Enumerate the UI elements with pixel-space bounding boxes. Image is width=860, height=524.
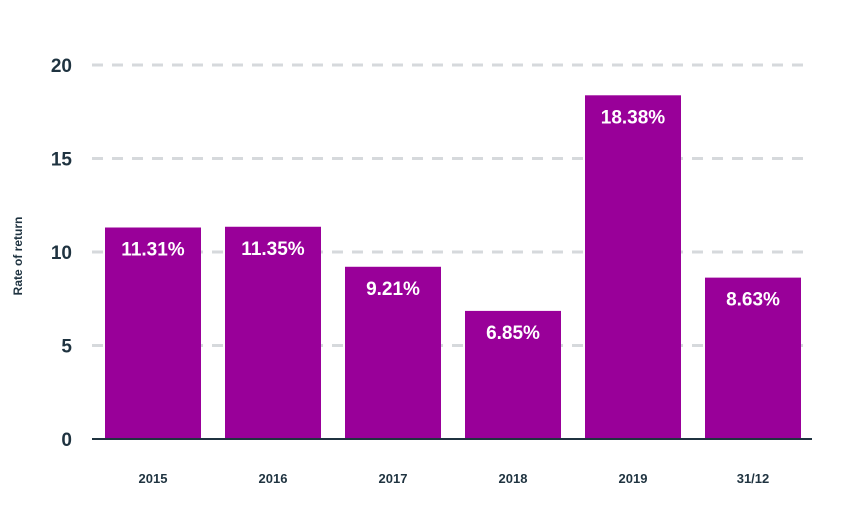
x-tick-label-2019: 2019 — [619, 471, 648, 486]
y-tick-label-10: 10 — [51, 243, 72, 264]
bar-2016 — [225, 226, 321, 439]
bar-2018 — [465, 310, 561, 439]
bars — [105, 95, 801, 439]
y-tick-label-0: 0 — [61, 430, 72, 451]
bar-2015 — [105, 227, 201, 439]
x-tick-label-31-12: 31/12 — [737, 471, 770, 486]
y-tick-label-15: 15 — [51, 150, 73, 171]
y-axis-title: Rate of return — [11, 217, 25, 296]
x-tick-label-2017: 2017 — [379, 471, 408, 486]
y-tick-label-5: 5 — [61, 337, 72, 358]
x-tick-label-2015: 2015 — [139, 471, 168, 486]
y-axis-ticks: 0 5 10 15 20 — [51, 56, 73, 451]
x-axis-ticks: 2015 2016 2017 2018 2019 31/12 — [139, 471, 770, 486]
data-label-2015: 11.31% — [121, 240, 184, 261]
data-label-2019: 18.38% — [601, 107, 666, 128]
data-label-2018: 6.85% — [486, 323, 540, 344]
bar-2019 — [585, 95, 681, 439]
x-tick-label-2016: 2016 — [259, 471, 288, 486]
data-label-31-12: 8.63% — [726, 290, 780, 311]
y-tick-label-20: 20 — [51, 56, 72, 77]
bar-2017 — [345, 266, 441, 439]
x-tick-label-2018: 2018 — [499, 471, 528, 486]
data-label-2017: 9.21% — [366, 279, 420, 300]
data-label-2016: 11.35% — [241, 239, 304, 260]
gridlines — [92, 63, 812, 347]
bar-31-12 — [705, 277, 801, 439]
data-labels: 11.31% 11.35% 9.21% 6.85% 18.38% 8.63% — [121, 107, 780, 344]
